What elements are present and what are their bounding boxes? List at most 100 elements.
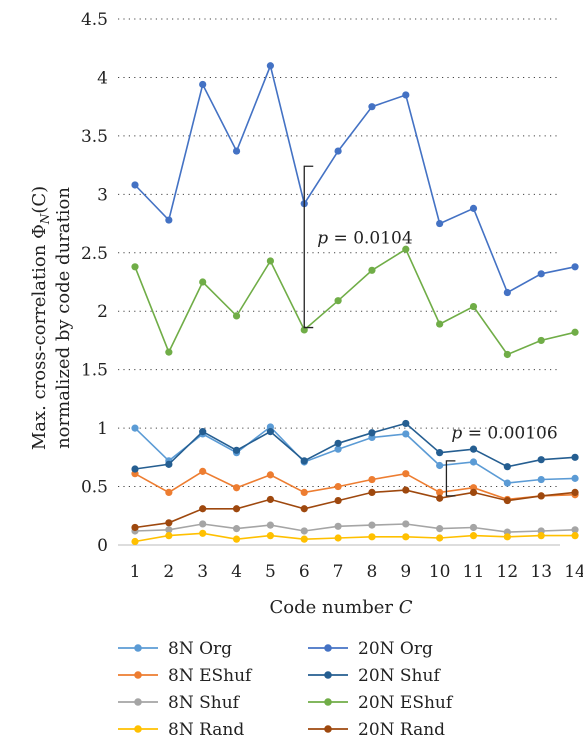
data-point-20n-org — [199, 80, 207, 89]
series-line-8n-eshuf — [134, 470, 576, 501]
data-point-20n-eshuf — [165, 348, 173, 356]
data-point-8n-rand — [503, 533, 511, 541]
data-point-8n-rand — [571, 532, 579, 540]
data-point-8n-shuf — [436, 525, 444, 533]
data-point-20n-eshuf — [436, 320, 444, 328]
data-point-20n-org — [232, 147, 241, 155]
y-axis-title: Max. cross-correlation ΦN(C) normalized … — [29, 186, 74, 450]
data-point-20n-eshuf — [537, 336, 545, 345]
legend-marker-8n-eshuf — [134, 671, 142, 679]
data-point-20n-rand — [571, 488, 579, 496]
y-axis-title-line1: Max. cross-correlation ΦN(C) — [29, 186, 52, 450]
data-point-20n-shuf — [232, 446, 241, 454]
x-tick-label: 3 — [197, 562, 208, 582]
data-point-8n-eshuf — [266, 471, 274, 479]
data-point-20n-rand — [402, 486, 410, 494]
legend-marker-20n-shuf — [324, 671, 332, 679]
x-tick-label: 5 — [265, 562, 276, 582]
y-tick-labels: 0 0.5 1 1.5 2 2.5 3 3.5 4 4.5 — [81, 10, 108, 556]
data-point-20n-shuf — [402, 419, 410, 428]
data-point-8n-rand — [266, 532, 274, 540]
series-line-8n-org — [134, 425, 576, 484]
data-point-8n-eshuf — [334, 482, 342, 491]
series-lines — [131, 62, 579, 546]
legend-label-8n-org: 8N Org — [168, 639, 232, 659]
p-value: = 0.0104 — [328, 228, 413, 248]
x-tick-labels: 1 2 3 4 5 6 7 8 9 10 11 12 13 14 — [130, 562, 583, 582]
p-symbol: p — [317, 228, 328, 248]
data-point-8n-eshuf — [300, 488, 308, 496]
data-point-20n-shuf — [131, 465, 139, 473]
legend-marker-8n-rand — [134, 725, 142, 733]
series-line-20n-shuf — [134, 422, 576, 470]
p-symbol: p — [451, 424, 462, 444]
data-point-8n-org — [334, 445, 342, 453]
y-tick-label: 1.5 — [81, 361, 108, 381]
p-value-label: p = 0.0104 — [317, 228, 412, 248]
data-point-20n-shuf — [368, 429, 376, 437]
x-tick-label: 7 — [333, 562, 344, 582]
data-point-8n-rand — [537, 532, 545, 540]
legend-marker-8n-org — [134, 644, 142, 652]
data-point-8n-org — [469, 458, 478, 466]
data-point-8n-shuf — [368, 521, 376, 529]
data-point-8n-eshuf — [232, 484, 241, 492]
data-point-20n-rand — [469, 488, 478, 496]
data-point-20n-rand — [199, 505, 207, 513]
data-point-8n-rand — [165, 532, 173, 540]
x-tick-label: 12 — [497, 562, 519, 582]
y-axis-title-sub: N — [38, 213, 52, 225]
data-point-8n-rand — [300, 535, 308, 543]
data-point-20n-org — [436, 219, 444, 228]
p-value: = 0.00106 — [462, 424, 557, 444]
data-point-8n-rand — [402, 533, 410, 541]
data-point-20n-shuf — [165, 460, 173, 468]
data-point-8n-shuf — [334, 522, 342, 530]
data-point-20n-rand — [300, 505, 308, 513]
data-point-20n-org — [165, 216, 173, 224]
x-tick-label: 2 — [163, 562, 174, 582]
data-point-20n-org — [131, 181, 139, 189]
data-point-20n-org — [469, 204, 478, 212]
legend-marker-8n-shuf — [134, 698, 142, 706]
data-point-20n-rand — [368, 488, 376, 496]
x-tick-label: 10 — [429, 562, 451, 582]
data-point-20n-eshuf — [334, 297, 342, 305]
legend-label-20n-eshuf: 20N EShuf — [358, 693, 454, 713]
series-line-20n-org — [134, 63, 576, 294]
legend-label-20n-rand: 20N Rand — [358, 720, 445, 740]
x-axis-title: Code number C — [269, 597, 412, 618]
data-point-8n-shuf — [402, 520, 410, 528]
data-point-20n-org — [368, 103, 376, 111]
data-point-20n-rand — [537, 492, 545, 500]
data-point-8n-eshuf — [165, 488, 173, 496]
data-point-8n-rand — [436, 534, 444, 542]
x-axis-title-var: C — [399, 597, 413, 618]
data-point-8n-org — [436, 461, 444, 470]
y-axis-title-part1: Max. cross-correlation Φ — [29, 224, 50, 450]
data-point-20n-eshuf — [199, 278, 207, 286]
legend-label-8n-shuf: 8N Shuf — [168, 693, 241, 713]
data-point-20n-shuf — [503, 463, 511, 471]
data-point-8n-shuf — [199, 520, 207, 528]
y-tick-label: 2 — [97, 302, 108, 322]
data-point-8n-rand — [368, 533, 376, 541]
data-point-8n-org — [402, 430, 410, 438]
data-point-8n-org — [537, 475, 545, 484]
data-point-20n-eshuf — [469, 302, 478, 311]
data-point-8n-shuf — [469, 523, 478, 532]
data-point-20n-org — [334, 147, 342, 155]
data-point-8n-rand — [232, 535, 241, 543]
data-point-20n-org — [402, 91, 410, 99]
x-tick-label: 8 — [367, 562, 378, 582]
data-point-8n-eshuf — [402, 470, 410, 478]
data-point-8n-org — [131, 424, 139, 432]
data-point-20n-org — [537, 270, 545, 278]
y-axis-title-part2: (C) — [29, 186, 50, 214]
data-point-20n-eshuf — [402, 245, 410, 253]
data-point-20n-shuf — [300, 457, 308, 465]
y-tick-label: 3 — [97, 185, 108, 205]
y-axis-title-line2: normalized by code duration — [53, 187, 74, 449]
